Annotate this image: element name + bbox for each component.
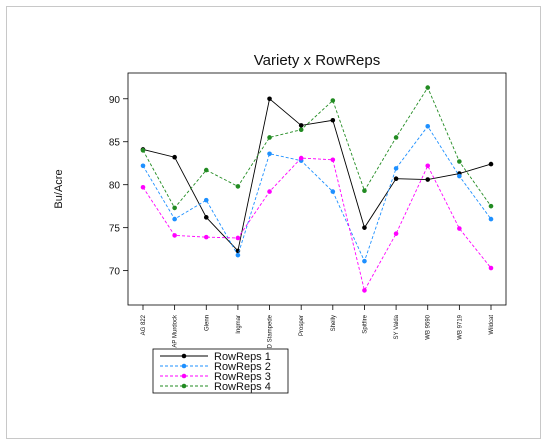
data-point [488, 203, 494, 209]
data-point [425, 163, 431, 169]
data-point [488, 161, 494, 167]
legend-swatch-point [181, 363, 187, 369]
data-point [362, 258, 367, 264]
data-point [330, 117, 336, 123]
data-point [488, 216, 494, 222]
data-point [362, 288, 367, 293]
data-point [425, 85, 431, 90]
y-axis-label: Bu/Acre [53, 169, 65, 208]
x-tick-label: Ingmar [236, 315, 242, 334]
data-point [488, 265, 494, 271]
data-point [330, 157, 336, 163]
data-point [393, 176, 399, 181]
series-line [142, 125, 492, 263]
data-point [172, 233, 177, 238]
x-tick-label: Shelly [331, 315, 337, 331]
data-point [362, 188, 367, 194]
data-point [235, 184, 241, 189]
data-point [393, 231, 399, 236]
series-line [142, 157, 492, 292]
legend-swatch-point [181, 353, 187, 359]
data-point [267, 96, 272, 102]
x-tick-label: WB 9719 [457, 314, 463, 339]
data-point [362, 225, 367, 230]
axes: 70 75 80 85 90 AG 822 AP Murdock Glenn Ingmar ND … [109, 95, 495, 353]
data-point [235, 252, 241, 258]
data-point [172, 216, 177, 222]
data-point [140, 163, 146, 169]
legend-label: RowReps 3 [214, 371, 271, 383]
plot-area [127, 72, 507, 306]
legend-label: RowReps 1 [214, 351, 271, 363]
data-point [172, 154, 177, 160]
data-point [267, 189, 272, 194]
legend-label: RowReps 4 [214, 381, 271, 393]
data-point [172, 205, 177, 211]
data-point [267, 151, 272, 157]
data-point [298, 155, 304, 161]
legend-swatch-point [181, 373, 187, 379]
y-tick-label: 80 [109, 181, 121, 192]
data-point [330, 98, 336, 103]
series-line [142, 97, 492, 252]
data-point [140, 148, 146, 153]
data-point [425, 177, 431, 182]
y-tick-label: 75 [109, 224, 121, 235]
data-point [298, 123, 304, 128]
x-tick-label: Glenn [204, 315, 210, 331]
x-tick-label: AG 822 [141, 314, 147, 335]
data-point [267, 135, 272, 140]
x-tick-label: Spitfire [362, 314, 368, 333]
legend-swatch-point [181, 383, 187, 389]
data-point [203, 234, 209, 240]
legend-label: RowReps 2 [214, 361, 271, 373]
x-tick-label: AP Murdock [173, 314, 179, 348]
x-tick-label: SY Valda [394, 314, 400, 339]
x-tick-label: WB 9590 [426, 314, 432, 339]
data-point [298, 127, 304, 133]
x-tick-label: Wildcat [489, 315, 495, 335]
x-tick-label: ND Stampede [268, 314, 274, 352]
y-tick-label: 85 [109, 138, 121, 149]
x-tick-label: Prosper [299, 315, 305, 336]
y-tick-label: 90 [109, 95, 121, 106]
data-point [330, 189, 336, 194]
data-point [457, 226, 462, 231]
y-tick-label: 70 [109, 267, 121, 278]
data-point [140, 184, 146, 190]
data-point [457, 173, 462, 179]
data-point [393, 135, 399, 140]
series-layer [140, 85, 494, 293]
series-line [142, 86, 492, 209]
chart-title: Variety x RowReps [254, 52, 380, 69]
data-point [457, 159, 462, 164]
data-point [203, 215, 209, 220]
data-point [203, 167, 209, 173]
data-point [203, 197, 209, 203]
data-point [425, 123, 431, 129]
data-point [235, 235, 241, 241]
data-point [393, 166, 399, 171]
